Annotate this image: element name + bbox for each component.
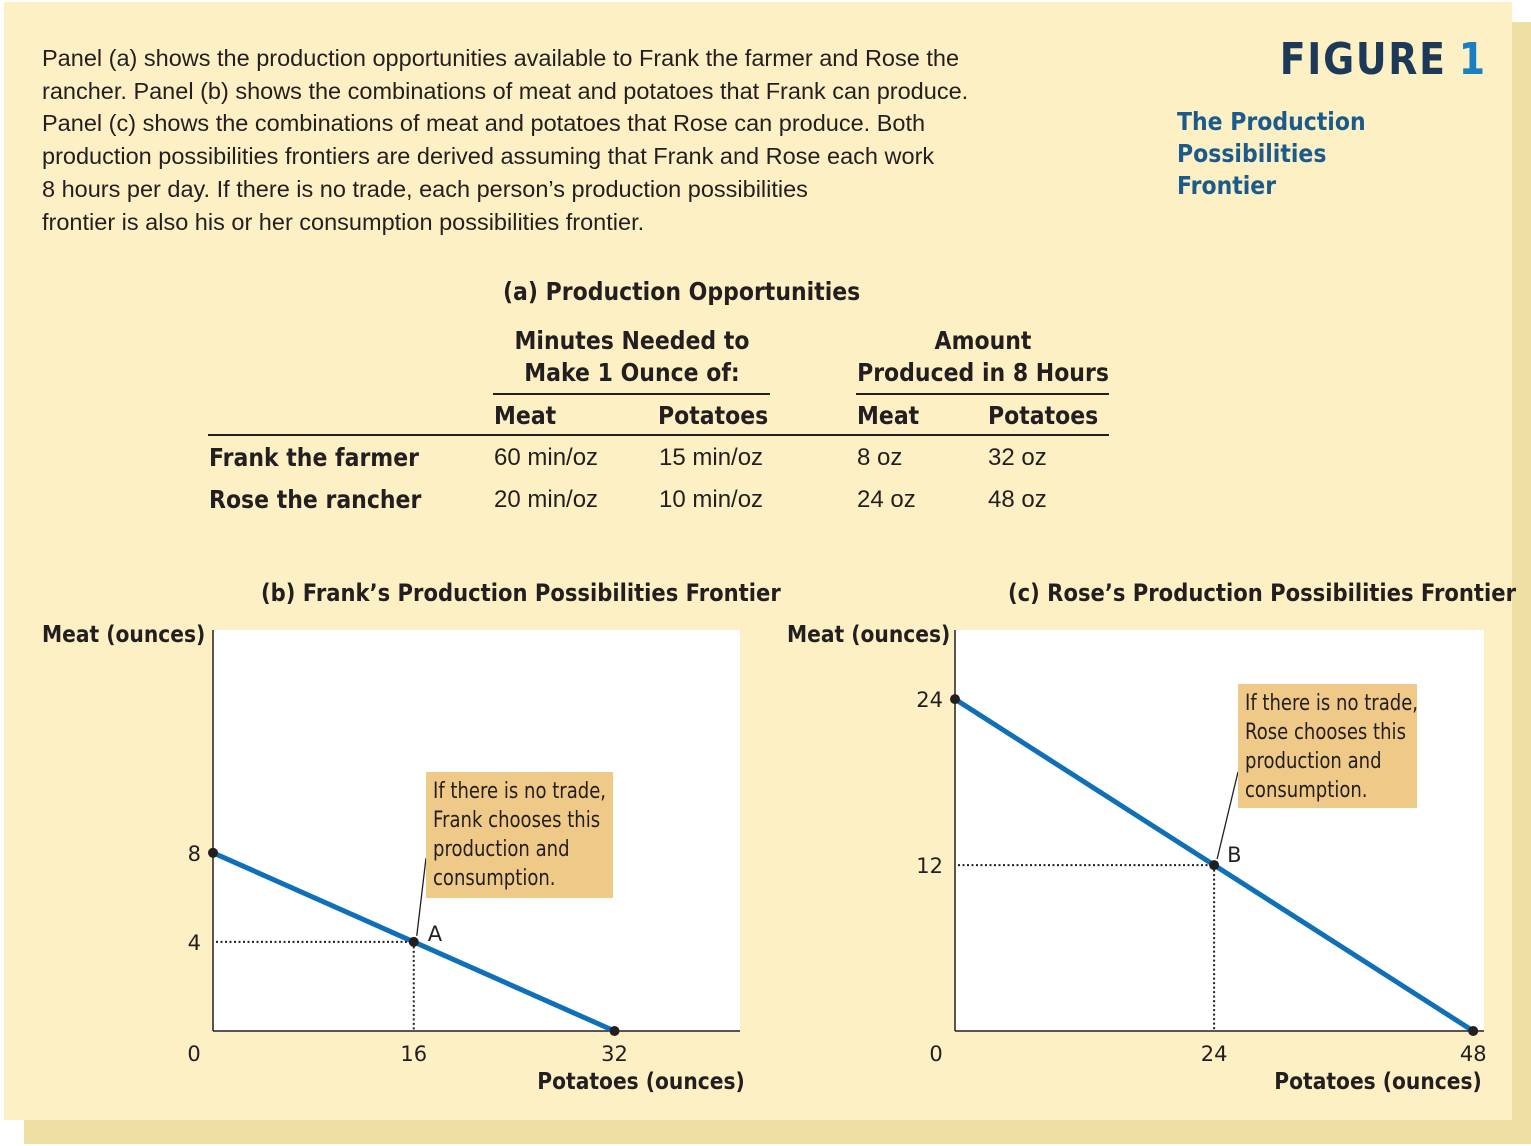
table-cell: 60 min/oz bbox=[494, 444, 599, 471]
group-header-line: Minutes Needed to bbox=[514, 326, 750, 355]
figure-label: FIGURE bbox=[1279, 34, 1447, 85]
column-header: Meat bbox=[494, 401, 557, 430]
group-rule bbox=[856, 393, 1109, 395]
x-axis-label-rose: Potatoes (ounces) bbox=[1274, 1069, 1482, 1095]
annotation-line: consumption. bbox=[433, 866, 556, 891]
figure-number: 1 bbox=[1458, 34, 1487, 85]
caption-line: frontier is also his or her consumption … bbox=[42, 208, 645, 235]
y-axis-label-rose: Meat (ounces) bbox=[787, 622, 951, 648]
table-cell: 32 oz bbox=[988, 444, 1047, 471]
annotation-line: If there is no trade, bbox=[433, 779, 607, 804]
x-tick-label: 32 bbox=[601, 1042, 628, 1066]
table-cell: 10 min/oz bbox=[659, 486, 764, 513]
annotation-line: production and bbox=[433, 837, 570, 862]
table-cell: 24 oz bbox=[857, 486, 916, 513]
header-rule bbox=[208, 434, 1109, 436]
annotation-line: production and bbox=[1245, 749, 1382, 774]
annotation-line: consumption. bbox=[1245, 778, 1368, 803]
caption-line: production possibilities frontiers are d… bbox=[42, 143, 935, 170]
caption-line: Panel (a) shows the production opportuni… bbox=[42, 45, 960, 71]
x-tick-label: 0 bbox=[187, 1042, 200, 1066]
caption-line: 8 hours per day. If there is no trade, e… bbox=[42, 175, 808, 202]
row-label: Frank the farmer bbox=[209, 443, 419, 472]
x-tick-label: 16 bbox=[400, 1042, 427, 1066]
column-header: Potatoes bbox=[658, 401, 769, 430]
annotation-rose: If there is no trade, Rose chooses this … bbox=[1238, 684, 1419, 808]
group-header-line: Amount bbox=[934, 326, 1032, 355]
y-tick-label: 4 bbox=[188, 931, 201, 955]
chart-title-frank: (b) Frank’s Production Possibilities Fro… bbox=[261, 579, 781, 607]
caption-line: Panel (c) shows the combinations of meat… bbox=[42, 110, 926, 137]
table-title: (a) Production Opportunities bbox=[503, 277, 861, 306]
figure-subtitle-line: The Production Possibilities bbox=[1177, 107, 1366, 168]
point-marker bbox=[1209, 860, 1220, 871]
group-header-line: Produced in 8 Hours bbox=[857, 358, 1109, 387]
annotation-line: If there is no trade, bbox=[1245, 691, 1419, 716]
point-label: A bbox=[428, 922, 443, 946]
group-header-line: Make 1 Ounce of: bbox=[524, 358, 740, 387]
table-cell: 15 min/oz bbox=[659, 444, 764, 471]
chart-title-rose: (c) Rose’s Production Possibilities Fron… bbox=[1008, 579, 1517, 607]
figure-caption: Panel (a) shows the production opportuni… bbox=[42, 42, 1042, 238]
table-cell: 8 oz bbox=[857, 444, 903, 471]
column-header: Potatoes bbox=[988, 401, 1099, 430]
annotation-line: Frank chooses this bbox=[433, 808, 601, 833]
row-label: Rose the rancher bbox=[209, 485, 422, 514]
point-marker bbox=[408, 936, 419, 947]
figure-subtitle: The Production Possibilities Frontier bbox=[1177, 106, 1467, 202]
column-header: Meat bbox=[857, 401, 920, 430]
y-tick-label: 8 bbox=[188, 842, 201, 866]
figure-title: FIGURE 1 bbox=[1280, 34, 1487, 85]
figure-subtitle-line: Frontier bbox=[1177, 171, 1277, 200]
callout-leader bbox=[1216, 771, 1239, 860]
chart-rose: B 0 24 48 12 24 bbox=[916, 630, 1487, 1066]
y-tick-label: 12 bbox=[916, 854, 943, 878]
table-cell: 20 min/oz bbox=[494, 486, 599, 513]
endpoint-marker bbox=[208, 847, 218, 858]
table-cell: 48 oz bbox=[988, 486, 1047, 513]
x-axis-label-frank: Potatoes (ounces) bbox=[537, 1069, 745, 1095]
x-tick-label: 0 bbox=[929, 1042, 942, 1066]
x-tick-label: 48 bbox=[1460, 1042, 1487, 1066]
endpoint-marker bbox=[609, 1026, 620, 1036]
y-tick-label: 24 bbox=[916, 688, 943, 712]
caption-line: rancher. Panel (b) shows the combination… bbox=[42, 77, 969, 104]
group-rule bbox=[493, 393, 770, 395]
y-axis-label-frank: Meat (ounces) bbox=[42, 622, 206, 648]
endpoint-marker bbox=[1468, 1026, 1479, 1036]
point-label: B bbox=[1227, 843, 1241, 867]
x-tick-label: 24 bbox=[1201, 1042, 1228, 1066]
callout-leader bbox=[416, 857, 427, 936]
endpoint-marker bbox=[950, 694, 960, 705]
annotation-line: Rose chooses this bbox=[1245, 720, 1406, 745]
annotation-frank: If there is no trade, Frank chooses this… bbox=[426, 772, 613, 898]
